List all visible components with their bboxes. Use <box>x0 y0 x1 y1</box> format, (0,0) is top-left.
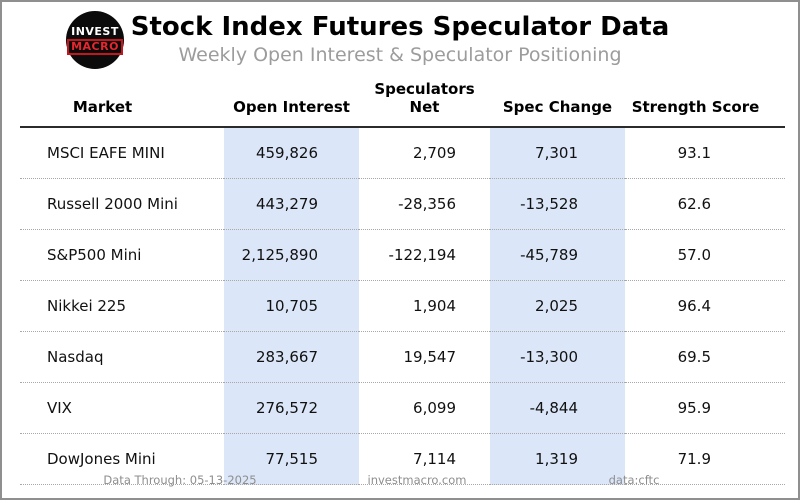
investmacro-logo: INVEST MACRO <box>66 11 124 69</box>
column-header-market: Market <box>20 70 224 128</box>
cell-market: S&P500 Mini <box>20 229 224 281</box>
cell-speculators-net: 2,709 <box>359 127 490 179</box>
header: INVEST MACRO Stock Index Futures Specula… <box>2 2 798 70</box>
cell-market: Russell 2000 Mini <box>20 178 224 230</box>
cell-speculators-net: -28,356 <box>359 178 490 230</box>
futures-table: Market Open Interest Speculators Net Spe… <box>20 70 785 485</box>
column-header-speculators-net: Speculators Net <box>359 70 490 128</box>
cell-spec-change: -4,844 <box>490 382 625 434</box>
data-through-label: Data Through: 05-13-2025 <box>103 473 257 487</box>
cell-market: Nikkei 225 <box>20 280 224 332</box>
cell-spec-change: -13,300 <box>490 331 625 383</box>
cell-strength-score: 95.9 <box>625 382 785 434</box>
column-header-open-interest: Open Interest <box>224 70 359 128</box>
cell-strength-score: 62.6 <box>625 178 785 230</box>
cell-speculators-net: 19,547 <box>359 331 490 383</box>
cell-spec-change: 2,025 <box>490 280 625 332</box>
cell-market: Nasdaq <box>20 331 224 383</box>
logo-text-invest: INVEST <box>71 24 119 38</box>
cell-open-interest: 443,279 <box>224 178 359 230</box>
cell-market: MSCI EAFE MINI <box>20 127 224 179</box>
page-title: Stock Index Futures Speculator Data <box>130 12 670 42</box>
cell-open-interest: 2,125,890 <box>224 229 359 281</box>
table-header-row: Market Open Interest Speculators Net Spe… <box>20 70 785 128</box>
column-header-strength-score: Strength Score <box>625 70 785 128</box>
table-row: Nasdaq 283,667 19,547 -13,300 69.5 <box>20 331 785 383</box>
cell-open-interest: 283,667 <box>224 331 359 383</box>
cell-spec-change: -13,528 <box>490 178 625 230</box>
title-block: Stock Index Futures Speculator Data Week… <box>2 2 798 66</box>
cell-speculators-net: 6,099 <box>359 382 490 434</box>
cell-open-interest: 10,705 <box>224 280 359 332</box>
cell-strength-score: 93.1 <box>625 127 785 179</box>
table-row: Russell 2000 Mini 443,279 -28,356 -13,52… <box>20 178 785 230</box>
cell-speculators-net: 7,114 <box>359 433 490 485</box>
cell-open-interest: 276,572 <box>224 382 359 434</box>
page-subtitle: Weekly Open Interest & Speculator Positi… <box>178 43 622 66</box>
cell-open-interest: 77,515 <box>224 433 359 485</box>
cell-strength-score: 71.9 <box>625 433 785 485</box>
cell-market: VIX <box>20 382 224 434</box>
cell-speculators-net: -122,194 <box>359 229 490 281</box>
column-header-spec-change: Spec Change <box>490 70 625 128</box>
table-row: S&P500 Mini 2,125,890 -122,194 -45,789 5… <box>20 229 785 281</box>
website-label: investmacro.com <box>367 473 467 487</box>
cell-spec-change: 7,301 <box>490 127 625 179</box>
cell-market: DowJones Mini <box>20 433 224 485</box>
cell-strength-score: 69.5 <box>625 331 785 383</box>
cell-strength-score: 57.0 <box>625 229 785 281</box>
table-row: DowJones Mini 77,515 7,114 1,319 71.9 <box>20 433 785 485</box>
data-source-label: data:cftc <box>608 473 660 487</box>
logo-text-macro: MACRO <box>67 38 123 55</box>
cell-open-interest: 459,826 <box>224 127 359 179</box>
cell-speculators-net: 1,904 <box>359 280 490 332</box>
cell-spec-change: -45,789 <box>490 229 625 281</box>
table-row: MSCI EAFE MINI 459,826 2,709 7,301 93.1 <box>20 127 785 179</box>
table-row: VIX 276,572 6,099 -4,844 95.9 <box>20 382 785 434</box>
cell-spec-change: 1,319 <box>490 433 625 485</box>
table-row: Nikkei 225 10,705 1,904 2,025 96.4 <box>20 280 785 332</box>
cell-strength-score: 96.4 <box>625 280 785 332</box>
